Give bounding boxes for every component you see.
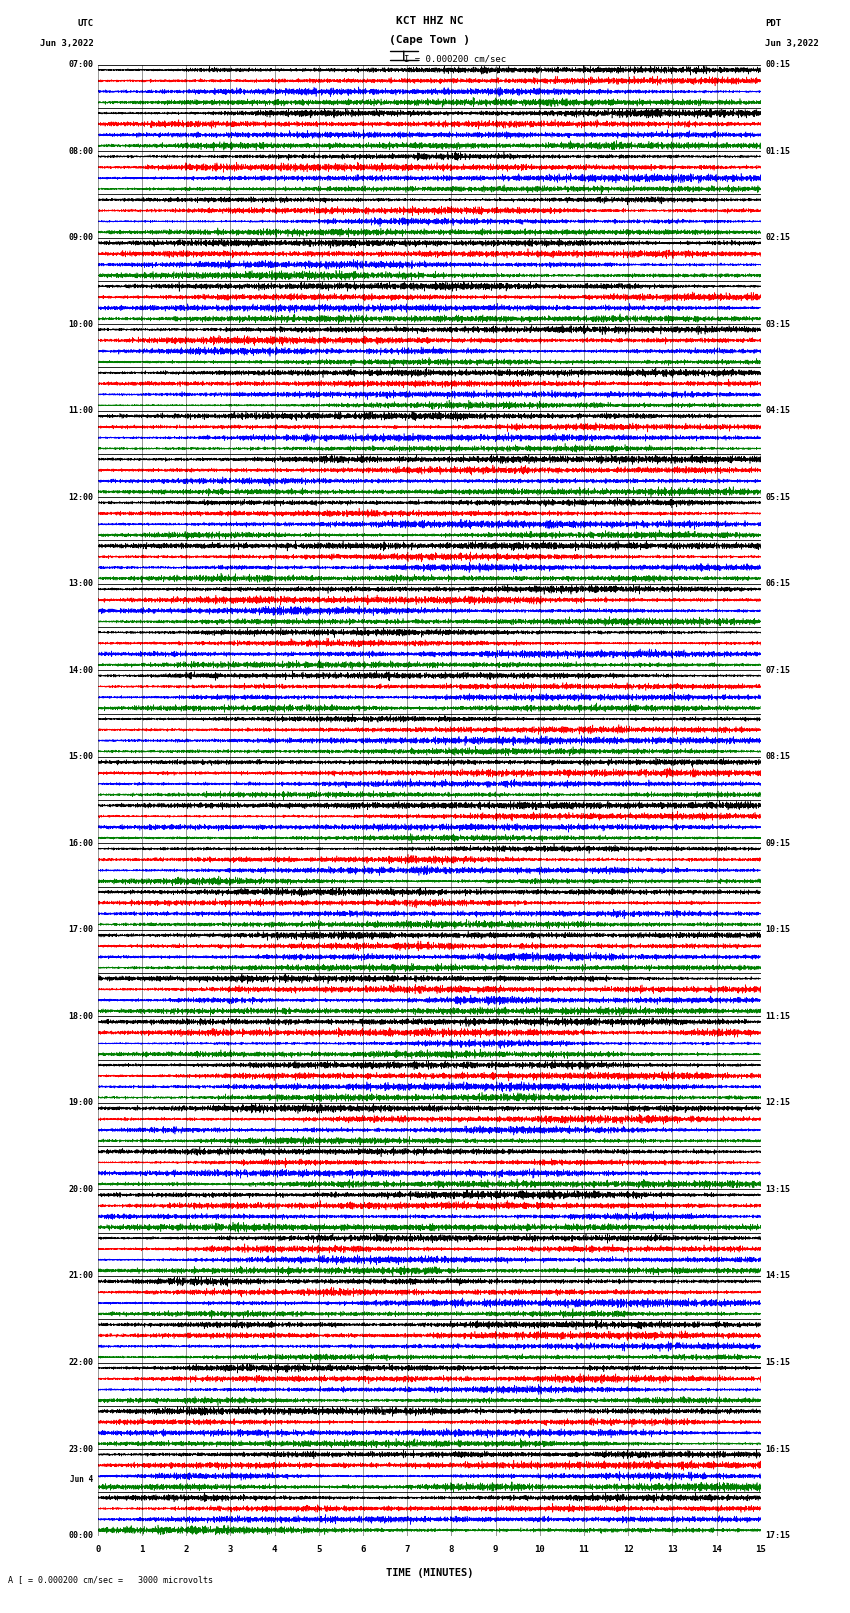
Text: (Cape Town ): (Cape Town )	[388, 35, 470, 45]
Text: 15:15: 15:15	[765, 1358, 790, 1366]
Text: 10:00: 10:00	[69, 319, 94, 329]
Text: 08:15: 08:15	[765, 752, 790, 761]
Text: 13: 13	[667, 1545, 677, 1555]
Text: 16:00: 16:00	[69, 839, 94, 848]
Text: 00:00: 00:00	[69, 1531, 94, 1540]
Text: PDT: PDT	[765, 19, 781, 29]
Text: 1: 1	[139, 1545, 144, 1555]
Text: 08:00: 08:00	[69, 147, 94, 155]
Text: 7: 7	[405, 1545, 410, 1555]
Text: 12: 12	[623, 1545, 633, 1555]
Text: 02:15: 02:15	[765, 234, 790, 242]
Text: 11: 11	[579, 1545, 589, 1555]
Text: 09:00: 09:00	[69, 234, 94, 242]
Text: 20:00: 20:00	[69, 1186, 94, 1194]
Text: 13:15: 13:15	[765, 1186, 790, 1194]
Text: 06:15: 06:15	[765, 579, 790, 589]
Text: Jun 3,2022: Jun 3,2022	[765, 39, 819, 48]
Text: 07:15: 07:15	[765, 666, 790, 674]
Text: 14:15: 14:15	[765, 1271, 790, 1281]
Text: A [ = 0.000200 cm/sec =   3000 microvolts: A [ = 0.000200 cm/sec = 3000 microvolts	[8, 1574, 213, 1584]
Text: Jun 3,2022: Jun 3,2022	[40, 39, 94, 48]
Text: 15:00: 15:00	[69, 752, 94, 761]
Text: 4: 4	[272, 1545, 277, 1555]
Text: 01:15: 01:15	[765, 147, 790, 155]
Text: 14:00: 14:00	[69, 666, 94, 674]
Text: TIME (MINUTES): TIME (MINUTES)	[386, 1568, 473, 1578]
Text: Jun 4: Jun 4	[71, 1474, 94, 1484]
Text: 16:15: 16:15	[765, 1445, 790, 1453]
Text: 00:15: 00:15	[765, 60, 790, 69]
Text: 09:15: 09:15	[765, 839, 790, 848]
Text: 12:00: 12:00	[69, 492, 94, 502]
Text: 8: 8	[449, 1545, 454, 1555]
Text: I = 0.000200 cm/sec: I = 0.000200 cm/sec	[404, 55, 506, 65]
Text: 12:15: 12:15	[765, 1098, 790, 1108]
Text: 21:00: 21:00	[69, 1271, 94, 1281]
Text: 19:00: 19:00	[69, 1098, 94, 1108]
Text: 03:15: 03:15	[765, 319, 790, 329]
Text: 6: 6	[360, 1545, 366, 1555]
Text: 0: 0	[95, 1545, 100, 1555]
Text: 14: 14	[711, 1545, 722, 1555]
Text: 10: 10	[535, 1545, 545, 1555]
Text: 22:00: 22:00	[69, 1358, 94, 1366]
Text: 18:00: 18:00	[69, 1011, 94, 1021]
Text: 07:00: 07:00	[69, 60, 94, 69]
Text: 2: 2	[184, 1545, 189, 1555]
Text: 9: 9	[493, 1545, 498, 1555]
Text: UTC: UTC	[77, 19, 94, 29]
Text: 23:00: 23:00	[69, 1445, 94, 1453]
Text: 05:15: 05:15	[765, 492, 790, 502]
Text: 5: 5	[316, 1545, 321, 1555]
Text: 10:15: 10:15	[765, 926, 790, 934]
Text: 11:00: 11:00	[69, 406, 94, 415]
Text: KCT HHZ NC: KCT HHZ NC	[395, 16, 463, 26]
Text: 04:15: 04:15	[765, 406, 790, 415]
Text: 15: 15	[756, 1545, 766, 1555]
Text: 11:15: 11:15	[765, 1011, 790, 1021]
Text: 17:00: 17:00	[69, 926, 94, 934]
Text: 3: 3	[228, 1545, 233, 1555]
Text: 17:15: 17:15	[765, 1531, 790, 1540]
Text: 13:00: 13:00	[69, 579, 94, 589]
